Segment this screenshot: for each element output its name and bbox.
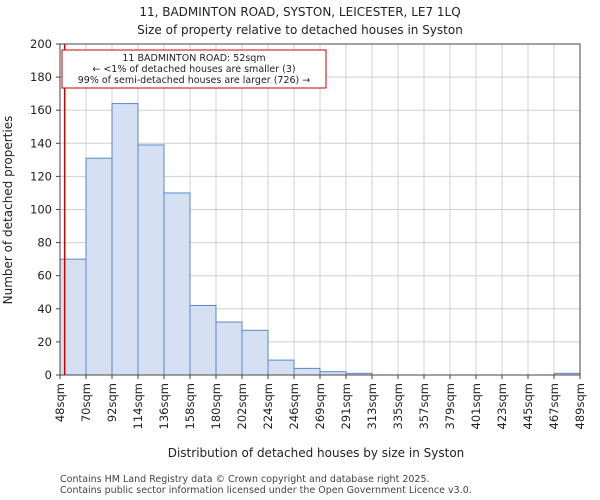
- x-tick-label: 335sqm: [391, 383, 405, 429]
- x-tick-label: 489sqm: [573, 383, 587, 429]
- x-axis-ticks: 48sqm 70sqm 92sqm 114sqm 136sqm 158sqm 180sqm 2…: [53, 375, 587, 429]
- bar-48sqm: [59, 258, 87, 376]
- x-tick-label: 357sqm: [417, 383, 431, 429]
- chart-title: 11, BADMINTON ROAD, SYSTON, LEICESTER, L…: [139, 5, 460, 19]
- y-tick-label: 40: [37, 302, 52, 316]
- x-tick-label: 202sqm: [235, 383, 249, 429]
- bar-114sqm: [137, 144, 165, 376]
- bar-70sqm: [85, 157, 113, 376]
- footer-line-2: Contains public sector information licen…: [60, 485, 472, 496]
- y-tick-label: 80: [37, 236, 52, 250]
- annotation-box: 11 BADMINTON ROAD: 52sqm ← <1% of detach…: [61, 49, 327, 89]
- x-tick-label: 246sqm: [287, 383, 301, 429]
- y-axis-ticks: 0 20 40 60 80 100 120 140 160 180 200: [30, 37, 60, 382]
- x-tick-label: 48sqm: [53, 383, 67, 422]
- y-tick-label: 200: [30, 37, 52, 51]
- y-tick-label: 20: [37, 335, 52, 349]
- y-tick-label: 100: [30, 203, 52, 217]
- x-tick-label: 401sqm: [469, 383, 483, 429]
- x-tick-label: 269sqm: [313, 383, 327, 429]
- y-tick-label: 180: [30, 70, 52, 84]
- y-tick-label: 160: [30, 103, 52, 117]
- annotation-line-3: 99% of semi-detached houses are larger (…: [78, 75, 311, 86]
- x-tick-label: 136sqm: [157, 383, 171, 429]
- y-tick-label: 140: [30, 136, 52, 150]
- x-tick-label: 467sqm: [547, 383, 561, 429]
- y-tick-label: 60: [37, 269, 52, 283]
- y-tick-label: 0: [45, 368, 52, 382]
- x-tick-label: 180sqm: [209, 383, 223, 429]
- annotation-line-1: 11 BADMINTON ROAD: 52sqm: [122, 53, 265, 64]
- x-tick-label: 379sqm: [443, 383, 457, 429]
- y-tick-label: 120: [30, 169, 52, 183]
- bar-158sqm: [189, 304, 217, 376]
- bar-224sqm: [267, 359, 295, 376]
- bar-202sqm: [241, 329, 269, 376]
- bar-136sqm: [163, 192, 191, 376]
- x-tick-label: 423sqm: [495, 383, 509, 429]
- x-tick-label: 158sqm: [183, 383, 197, 429]
- bar-180sqm: [215, 321, 243, 376]
- x-tick-label: 92sqm: [105, 383, 119, 422]
- bars: [59, 103, 581, 376]
- x-axis-label: Distribution of detached houses by size …: [168, 446, 465, 460]
- bar-246sqm: [293, 367, 321, 376]
- bar-92sqm: [111, 103, 139, 376]
- x-tick-label: 70sqm: [79, 383, 93, 422]
- footer-line-1: Contains HM Land Registry data © Crown c…: [60, 474, 430, 485]
- chart-subtitle: Size of property relative to detached ho…: [137, 23, 463, 37]
- x-tick-label: 291sqm: [339, 383, 353, 429]
- x-tick-label: 445sqm: [521, 383, 535, 429]
- x-tick-label: 224sqm: [261, 383, 275, 429]
- x-tick-label: 313sqm: [365, 383, 379, 429]
- y-axis-label: Number of detached properties: [1, 116, 15, 305]
- annotation-line-2: ← <1% of detached houses are smaller (3): [92, 64, 295, 75]
- plot-frame: [59, 43, 581, 376]
- x-tick-label: 114sqm: [131, 383, 145, 429]
